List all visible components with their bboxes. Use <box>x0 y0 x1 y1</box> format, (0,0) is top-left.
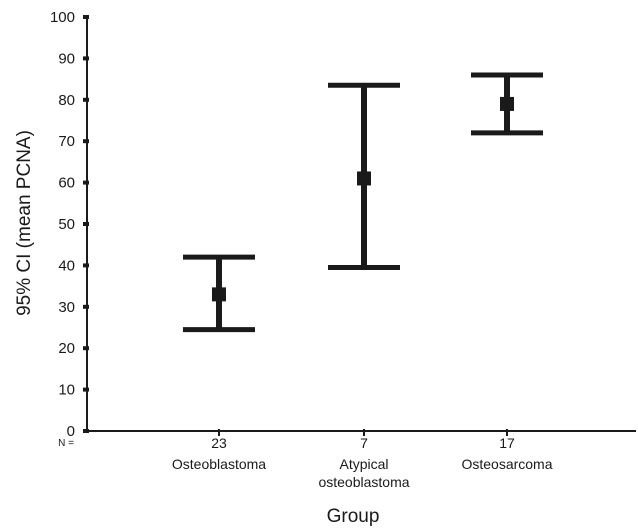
y-tick-label: 20 <box>58 340 75 357</box>
n-count-label: 17 <box>499 435 515 451</box>
y-tick-label: 10 <box>58 382 75 399</box>
n-count-label: 7 <box>360 435 368 451</box>
y-tick-label: 30 <box>58 299 75 316</box>
mean-marker <box>357 171 371 186</box>
n-prefix-label: N = <box>58 438 74 449</box>
y-tick-label: 0 <box>67 423 75 440</box>
y-axis-title: 95% CI (mean PCNA) <box>14 130 35 316</box>
n-count-label: 23 <box>211 435 227 451</box>
y-tick-label: 40 <box>58 257 75 274</box>
category-label: Osteoblastoma <box>172 456 266 472</box>
y-tick-label: 70 <box>58 133 75 150</box>
x-ticks: 23 Osteoblastoma 7 Atypical osteoblastoma 17 O… <box>172 429 553 490</box>
category-label: Atypical <box>339 456 388 472</box>
y-tick-label: 100 <box>50 9 75 26</box>
y-tick-label: 90 <box>58 50 75 67</box>
category-label: osteoblastoma <box>318 474 409 490</box>
mean-marker <box>500 96 514 111</box>
x-axis-title: Group <box>327 506 380 527</box>
y-tick-label: 60 <box>58 175 75 192</box>
category-label: Osteosarcoma <box>461 456 552 472</box>
y-tick-label: 50 <box>58 216 75 233</box>
y-ticks: 0 10 20 30 40 50 60 70 80 90 100 <box>50 9 89 440</box>
error-bars <box>183 72 543 333</box>
mean-marker <box>212 287 226 302</box>
y-tick-label: 80 <box>58 92 75 109</box>
